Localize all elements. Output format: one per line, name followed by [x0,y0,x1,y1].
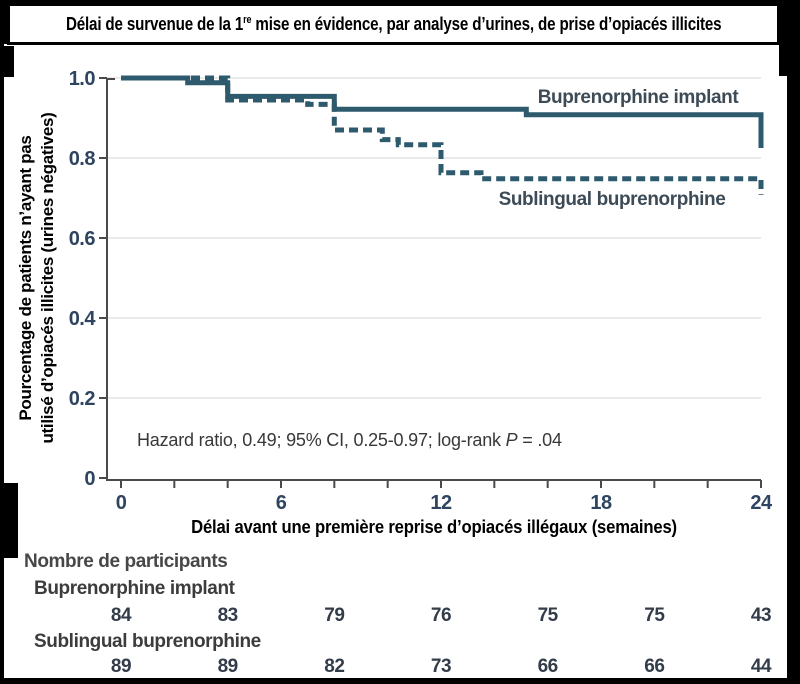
risk-value: 84 [110,605,132,626]
risk-value: 73 [430,656,452,677]
series-label-sublingual-buprenorphine: Sublingual buprenorphine [498,189,726,210]
risk-value: 76 [430,605,452,626]
risk-value: 89 [110,656,132,677]
hazard-ratio-annotation: Hazard ratio, 0.49; 95% CI, 0.25-0.97; l… [137,430,562,450]
title-superscript: re [242,13,252,26]
risk-row-label-implant: Buprenorphine implant [34,578,235,599]
risk-value: 79 [324,605,345,626]
black-frame-notch-left-upper [0,46,14,77]
p-value-symbol: P [505,430,518,450]
figure-title: Délai de survenue de la 1re mise en évid… [65,13,722,34]
risk-row-values-implant: 84 83 79 76 75 75 43 [0,605,800,629]
risk-value: 43 [750,605,772,626]
figure-title-box: Délai de survenue de la 1re mise en évid… [7,3,780,45]
y-axis-title-line1: Pourcentage de patients n’ayant pas [15,135,35,421]
y-axis-title: Pourcentage de patients n’ayant pas util… [15,28,59,528]
black-frame-notch-left-lower [0,483,18,558]
risk-value: 82 [324,656,345,677]
risk-value: 44 [750,656,772,677]
risk-value: 75 [644,605,665,626]
risk-value: 66 [537,656,559,677]
risk-value: 75 [537,605,559,626]
risk-table-header: Nombre de participants [24,551,228,572]
x-axis-title: Délai avant une première reprise d’opiac… [191,516,677,537]
risk-value: 83 [217,605,239,626]
black-frame-notch-top-right [779,44,800,76]
y-axis-title-line2: utilisé d’opiacés illicites (urines néga… [38,112,57,444]
risk-row-label-sublingual: Sublingual buprenorphine [34,631,261,652]
risk-value: 66 [644,656,665,677]
risk-value: 89 [217,656,239,677]
risk-row-values-sublingual: 89 89 82 73 66 66 44 [0,656,800,680]
series-label-buprenorphine-implant: Buprenorphine implant [537,87,739,108]
